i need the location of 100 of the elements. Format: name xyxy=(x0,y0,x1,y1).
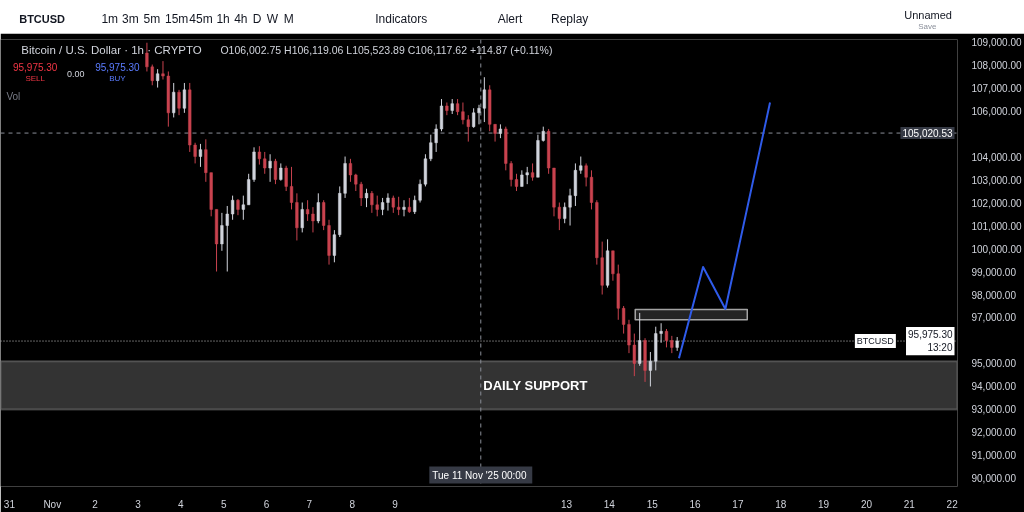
x-tick-label: Nov xyxy=(43,498,62,510)
x-tick-label: 31 xyxy=(3,498,16,510)
x-tick-label: 8 xyxy=(349,498,356,510)
text: O106,002.75 H106,119.06 L105,523.89 C106,117.62 +114.87 (+0.11%) xyxy=(220,44,553,57)
y-tick-label: 103,000.00 xyxy=(971,174,1022,186)
candlestick xyxy=(375,195,379,217)
x-tick-label: 6 xyxy=(263,498,270,510)
y-tick-label: 100,000.00 xyxy=(971,243,1022,255)
x-tick-label: 2 xyxy=(92,498,99,510)
ref-line-label: Tue 11 Nov '25 00:00 xyxy=(432,469,527,481)
annotation: Vol xyxy=(6,91,21,103)
x-tick-label: 7 xyxy=(306,498,313,510)
x-tick-label: 22 xyxy=(946,498,959,510)
candlestick xyxy=(402,199,406,217)
candlestick xyxy=(482,76,486,123)
text: 1h xyxy=(216,11,230,26)
candlestick xyxy=(316,192,320,224)
candlestick xyxy=(466,114,470,143)
text: Alert xyxy=(497,11,524,26)
annotation: 95,975.30 xyxy=(12,62,58,74)
text: D xyxy=(252,11,262,26)
candlestick xyxy=(273,158,278,185)
x-tick-label: 14 xyxy=(603,498,616,510)
y-tick-label: 91,000.00 xyxy=(971,450,1017,462)
text: 1m xyxy=(101,11,119,26)
x-tick-label: 9 xyxy=(392,498,399,510)
candlestick xyxy=(439,98,444,132)
candlestick xyxy=(664,328,669,348)
candlestick xyxy=(445,102,449,116)
y-tick-label: 106,000.00 xyxy=(971,105,1022,117)
text: Unnamed xyxy=(904,8,952,21)
candlestick xyxy=(241,195,245,221)
y-tick-label: 104,000.00 xyxy=(971,151,1022,163)
x-tick-label: 17 xyxy=(732,498,744,510)
x-tick-label: 3 xyxy=(135,498,142,510)
y-tick-label: 97,000.00 xyxy=(971,312,1017,324)
chart-title: Bitcoin / U.S. Dollar · 1h · CRYPTO xyxy=(21,44,202,57)
x-tick-label: 16 xyxy=(689,498,702,510)
candlestick xyxy=(300,202,304,233)
text: 3m xyxy=(121,11,139,26)
text: 15m xyxy=(164,11,189,26)
y-tick-label: 102,000.00 xyxy=(971,197,1022,209)
annotation: 0.00 xyxy=(67,68,85,79)
candlestick xyxy=(198,143,203,168)
y-tick-label: 93,000.00 xyxy=(971,404,1017,416)
ref-line-label: 95,975.30 13:20 xyxy=(908,328,953,354)
y-tick-label: 90,000.00 xyxy=(971,473,1017,485)
text: BTCUSD xyxy=(19,12,66,25)
candlestick xyxy=(284,165,288,192)
text: Replay xyxy=(550,11,589,26)
x-tick-label: 19 xyxy=(818,498,830,510)
candlestick xyxy=(364,188,369,208)
candlestick xyxy=(332,229,336,263)
candlestick xyxy=(182,82,186,114)
text: Indicators xyxy=(375,11,428,26)
candlestick xyxy=(348,158,353,183)
candlestick xyxy=(193,142,197,164)
y-tick-label: 94,000.00 xyxy=(971,381,1017,393)
y-tick-label: 92,000.00 xyxy=(971,427,1017,439)
y-tick-label: 101,000.00 xyxy=(971,220,1022,232)
candlestick xyxy=(477,104,481,125)
candlestick xyxy=(370,190,374,214)
candlestick xyxy=(145,42,149,72)
y-tick-label: 107,000.00 xyxy=(971,82,1022,94)
candlestick xyxy=(172,82,176,118)
candlestick xyxy=(156,68,160,89)
text: 5m xyxy=(143,11,161,26)
y-tick-label: 108,000.00 xyxy=(971,59,1022,71)
x-tick-label: 13 xyxy=(560,498,573,510)
text: 4h xyxy=(234,11,248,26)
candlestick xyxy=(359,181,363,207)
candlestick xyxy=(472,107,476,129)
x-tick-label: 21 xyxy=(903,498,916,510)
candlestick xyxy=(231,195,235,221)
x-tick-label: 4 xyxy=(178,498,185,510)
y-tick-label: 95,000.00 xyxy=(971,358,1017,370)
candlestick xyxy=(150,64,154,86)
candlestick xyxy=(397,196,401,216)
y-tick-label: 109,000.00 xyxy=(971,36,1022,48)
y-tick-label: 99,000.00 xyxy=(971,266,1017,278)
x-tick-label: 20 xyxy=(860,498,873,510)
candlestick xyxy=(268,153,272,183)
candlestick xyxy=(257,145,261,166)
candlestick xyxy=(177,89,181,116)
candlestick xyxy=(263,151,267,175)
candlestick xyxy=(648,351,652,387)
band-label: DAILY SUPPORT xyxy=(483,377,588,393)
annotation: 95,975.30 xyxy=(95,62,141,74)
y-tick-label: 98,000.00 xyxy=(971,289,1017,301)
text: W xyxy=(266,11,279,26)
annotation: SELL xyxy=(25,74,46,84)
text: Save xyxy=(918,22,938,31)
x-tick-label: 15 xyxy=(646,498,659,510)
annotation: BTCUSD xyxy=(856,336,895,347)
candlestick xyxy=(622,305,626,335)
annotation: BUY xyxy=(109,74,127,84)
text: 45m xyxy=(189,11,213,26)
ref-line-label: 105,020.53 xyxy=(902,128,953,140)
x-tick-label: 5 xyxy=(220,498,227,510)
x-tick-label: 18 xyxy=(775,498,787,510)
